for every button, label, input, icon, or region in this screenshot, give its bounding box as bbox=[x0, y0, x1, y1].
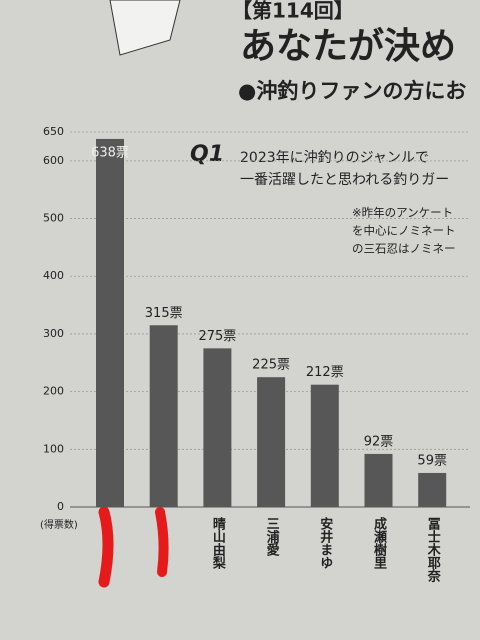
value-label: 92票 bbox=[364, 434, 394, 449]
bar bbox=[257, 377, 286, 507]
value-label: 638票 bbox=[91, 145, 129, 160]
bar bbox=[364, 453, 393, 507]
redaction bbox=[155, 507, 169, 577]
paper-stack bbox=[109, 0, 181, 56]
note: の三石忍はノミネー bbox=[352, 242, 456, 256]
value-label: 59票 bbox=[417, 453, 447, 468]
bar bbox=[96, 138, 124, 507]
value-label: 225票 bbox=[252, 358, 290, 373]
y-tick-label: 500 bbox=[43, 212, 64, 225]
note: ※昨年のアンケート bbox=[352, 206, 453, 220]
question-line: 一番活躍したと思われる釣りガー bbox=[240, 172, 449, 188]
value-label: 212票 bbox=[306, 365, 344, 380]
subtitle: ●沖釣りファンの方にお bbox=[238, 79, 466, 103]
y-tick-label: 650 bbox=[43, 125, 64, 138]
value-label: 315票 bbox=[145, 306, 183, 321]
value-label: 275票 bbox=[198, 329, 236, 344]
bar bbox=[310, 384, 339, 507]
x-tick-label: 安井まゆ bbox=[317, 516, 333, 569]
question-line: 2023年に沖釣りのジャンルで bbox=[240, 150, 429, 166]
y-tick-label: 100 bbox=[43, 442, 64, 455]
x-tick-label: 三浦愛 bbox=[264, 517, 280, 557]
y-tick-label: 600 bbox=[43, 154, 64, 167]
y-axis-label: (得票数) bbox=[40, 518, 78, 531]
bar bbox=[418, 472, 447, 507]
note: を中心にノミネート bbox=[352, 224, 456, 238]
header: 【第114回】 bbox=[232, 0, 354, 23]
x-tick-label: 晴山由梨 bbox=[210, 516, 227, 570]
x-tick-label: 成瀬樹里 bbox=[371, 516, 387, 570]
bar bbox=[203, 348, 232, 507]
y-tick-label: 400 bbox=[43, 269, 64, 282]
bar bbox=[149, 325, 178, 507]
x-tick-label: 冨士木耶奈 bbox=[425, 516, 442, 583]
y-tick-label: 0 bbox=[57, 500, 64, 513]
y-tick-label: 300 bbox=[43, 327, 64, 340]
y-tick-label: 200 bbox=[43, 385, 64, 398]
question-label: Q1 bbox=[190, 142, 224, 167]
chart-title: あなたが決め bbox=[240, 26, 456, 67]
redaction bbox=[98, 506, 114, 588]
